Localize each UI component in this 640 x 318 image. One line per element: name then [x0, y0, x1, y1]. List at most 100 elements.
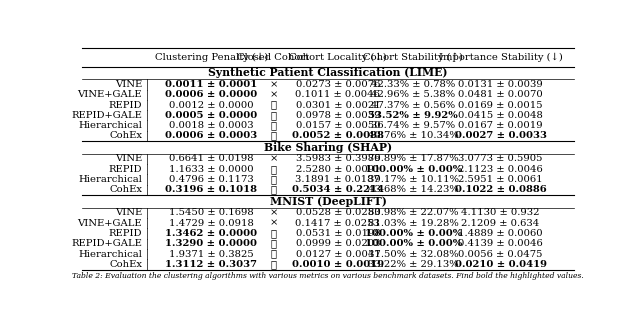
Text: 0.0127 ± 0.0047: 0.0127 ± 0.0047: [296, 250, 380, 259]
Text: ×: ×: [269, 219, 278, 228]
Text: ×: ×: [269, 208, 278, 217]
Text: 40.76% ± 10.34%: 40.76% ± 10.34%: [368, 131, 459, 141]
Text: ✓: ✓: [271, 250, 276, 259]
Text: VINE: VINE: [115, 80, 142, 89]
Text: Hierarchical: Hierarchical: [78, 121, 142, 130]
Text: 1.3290 ± 0.0000: 1.3290 ± 0.0000: [165, 239, 257, 248]
Text: 43.68% ± 14.23%: 43.68% ± 14.23%: [368, 185, 459, 194]
Text: 0.0006 ± 0.0003: 0.0006 ± 0.0003: [165, 131, 257, 141]
Text: 100.00% ± 0.00%: 100.00% ± 0.00%: [365, 229, 462, 238]
Text: 0.0005 ± 0.0000: 0.0005 ± 0.0000: [165, 111, 257, 120]
Text: ✓: ✓: [271, 121, 276, 130]
Text: 1.3112 ± 0.3037: 1.3112 ± 0.3037: [165, 260, 257, 269]
Text: Hierarchical: Hierarchical: [78, 250, 142, 259]
Text: 0.0210 ± 0.0419: 0.0210 ± 0.0419: [454, 260, 547, 269]
Text: REPID: REPID: [109, 165, 142, 174]
Text: 0.0167 ± 0.0019: 0.0167 ± 0.0019: [458, 121, 543, 130]
Text: VINE: VINE: [115, 208, 142, 217]
Text: 1.3462 ± 0.0000: 1.3462 ± 0.0000: [165, 229, 257, 238]
Text: MNIST (DeepLIFT): MNIST (DeepLIFT): [269, 196, 387, 207]
Text: Cohort Stability (↑): Cohort Stability (↑): [364, 52, 463, 62]
Text: 47.37% ± 0.56%: 47.37% ± 0.56%: [371, 100, 456, 109]
Text: CohEx: CohEx: [109, 131, 142, 141]
Text: 1.4889 ± 0.0060: 1.4889 ± 0.0060: [458, 229, 543, 238]
Text: ✓: ✓: [271, 229, 276, 238]
Text: 0.0052 ± 0.0088: 0.0052 ± 0.0088: [292, 131, 384, 141]
Text: 1.5450 ± 0.1698: 1.5450 ± 0.1698: [169, 208, 254, 217]
Text: 33.22% ± 29.13%: 33.22% ± 29.13%: [368, 260, 459, 269]
Text: ✓: ✓: [271, 100, 276, 109]
Text: 0.0528 ± 0.0253: 0.0528 ± 0.0253: [296, 208, 380, 217]
Text: 53.52% ± 9.92%: 53.52% ± 9.92%: [369, 111, 458, 120]
Text: 80.98% ± 22.07%: 80.98% ± 22.07%: [368, 208, 459, 217]
Text: 0.0010 ± 0.0019: 0.0010 ± 0.0019: [292, 260, 384, 269]
Text: 0.0481 ± 0.0070: 0.0481 ± 0.0070: [458, 90, 543, 99]
Text: REPID+GALE: REPID+GALE: [71, 111, 142, 120]
Text: 1.9371 ± 0.3825: 1.9371 ± 0.3825: [169, 250, 254, 259]
Text: VINE+GALE: VINE+GALE: [77, 219, 142, 228]
Text: ✓: ✓: [271, 165, 276, 174]
Text: 0.0273 ± 0.0076: 0.0273 ± 0.0076: [296, 80, 380, 89]
Text: ✓: ✓: [271, 131, 276, 141]
Text: ×: ×: [269, 80, 278, 89]
Text: 0.0012 ± 0.0000: 0.0012 ± 0.0000: [169, 100, 253, 109]
Text: 1.1633 ± 0.0000: 1.1633 ± 0.0000: [169, 165, 253, 174]
Text: 81.03% ± 19.28%: 81.03% ± 19.28%: [368, 219, 459, 228]
Text: 42.96% ± 5.38%: 42.96% ± 5.38%: [371, 90, 456, 99]
Text: 3.0773 ± 0.5905: 3.0773 ± 0.5905: [458, 155, 543, 163]
Text: 0.0999 ± 0.0203: 0.0999 ± 0.0203: [296, 239, 380, 248]
Text: VINE+GALE: VINE+GALE: [77, 90, 142, 99]
Text: 0.1022 ± 0.0886: 0.1022 ± 0.0886: [455, 185, 547, 194]
Text: 0.0011 ± 0.0001: 0.0011 ± 0.0001: [165, 80, 257, 89]
Text: 3.1891 ± 0.0187: 3.1891 ± 0.0187: [296, 175, 380, 184]
Text: 0.0169 ± 0.0015: 0.0169 ± 0.0015: [458, 100, 543, 109]
Text: 0.0056 ± 0.0475: 0.0056 ± 0.0475: [458, 250, 543, 259]
Text: 4.1130 ± 0.932: 4.1130 ± 0.932: [461, 208, 540, 217]
Text: Closed Cohort: Closed Cohort: [237, 53, 310, 62]
Text: 0.0415 ± 0.0048: 0.0415 ± 0.0048: [458, 111, 543, 120]
Text: 1.4729 ± 0.0918: 1.4729 ± 0.0918: [169, 219, 254, 228]
Text: ✓: ✓: [271, 260, 276, 269]
Text: REPID: REPID: [109, 100, 142, 109]
Text: 0.0978 ± 0.0039: 0.0978 ± 0.0039: [296, 111, 380, 120]
Text: VINE: VINE: [115, 155, 142, 163]
Text: 36.74% ± 9.57%: 36.74% ± 9.57%: [371, 121, 456, 130]
Text: 31.50% ± 32.08%: 31.50% ± 32.08%: [368, 250, 459, 259]
Text: Clustering Penalty (↓): Clustering Penalty (↓): [155, 53, 268, 62]
Text: ✓: ✓: [271, 111, 276, 120]
Text: 2.5280 ± 0.0091: 2.5280 ± 0.0091: [296, 165, 380, 174]
Text: 0.1011 ± 0.0046: 0.1011 ± 0.0046: [296, 90, 380, 99]
Text: ✓: ✓: [271, 239, 276, 248]
Text: 100.00% ± 0.00%: 100.00% ± 0.00%: [365, 239, 462, 248]
Text: ×: ×: [269, 155, 278, 163]
Text: CohEx: CohEx: [109, 260, 142, 269]
Text: ✓: ✓: [271, 185, 276, 194]
Text: 3.5983 ± 0.3986: 3.5983 ± 0.3986: [296, 155, 380, 163]
Text: 2.5951 ± 0.0061: 2.5951 ± 0.0061: [458, 175, 543, 184]
Text: 0.4796 ± 0.1173: 0.4796 ± 0.1173: [169, 175, 254, 184]
Text: 0.0018 ± 0.0003: 0.0018 ± 0.0003: [169, 121, 253, 130]
Text: 0.3196 ± 0.1018: 0.3196 ± 0.1018: [165, 185, 257, 194]
Text: Importance Stability (↓): Importance Stability (↓): [438, 53, 563, 62]
Text: 0.0006 ± 0.0000: 0.0006 ± 0.0000: [165, 90, 257, 99]
Text: ✓: ✓: [271, 175, 276, 184]
Text: 2.1209 ± 0.634: 2.1209 ± 0.634: [461, 219, 540, 228]
Text: Synthetic Patient Classification (LIME): Synthetic Patient Classification (LIME): [208, 67, 448, 79]
Text: REPID: REPID: [109, 229, 142, 238]
Text: 0.4139 ± 0.0046: 0.4139 ± 0.0046: [458, 239, 543, 248]
Text: Cohort Locality (↓): Cohort Locality (↓): [289, 53, 387, 62]
Text: 42.33% ± 0.78%: 42.33% ± 0.78%: [371, 80, 456, 89]
Text: ×: ×: [269, 90, 278, 99]
Text: 79.89% ± 17.87%: 79.89% ± 17.87%: [368, 155, 459, 163]
Text: 0.6641 ± 0.0198: 0.6641 ± 0.0198: [169, 155, 253, 163]
Text: REPID+GALE: REPID+GALE: [71, 239, 142, 248]
Text: 0.0301 ± 0.0021: 0.0301 ± 0.0021: [296, 100, 380, 109]
Text: Hierarchical: Hierarchical: [78, 175, 142, 184]
Text: 100.00% ± 0.00%: 100.00% ± 0.00%: [365, 165, 462, 174]
Text: 0.0131 ± 0.0039: 0.0131 ± 0.0039: [458, 80, 543, 89]
Text: 0.0531 ± 0.0198: 0.0531 ± 0.0198: [296, 229, 380, 238]
Text: Bike Sharing (SHAP): Bike Sharing (SHAP): [264, 142, 392, 153]
Text: 0.0157 ± 0.0050: 0.0157 ± 0.0050: [296, 121, 380, 130]
Text: CohEx: CohEx: [109, 185, 142, 194]
Text: 0.5034 ± 0.2214: 0.5034 ± 0.2214: [292, 185, 384, 194]
